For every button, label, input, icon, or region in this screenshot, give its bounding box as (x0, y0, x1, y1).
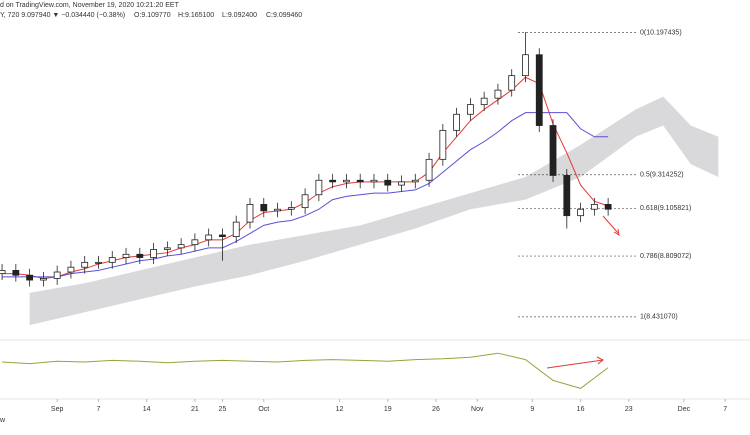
ohlc-values: O:9.109770 H:9.165100 L:9.092400 C:9.099… (134, 12, 302, 19)
candle-body (494, 89, 502, 99)
symbol-line: Y, 720 9.097940 ▼ −0.034440 (−0.38%) (0, 12, 125, 19)
candle-body (384, 179, 392, 186)
candle-body (191, 239, 199, 246)
candle-body (26, 274, 34, 281)
x-tick-label: 16 (577, 406, 585, 413)
candle-body (480, 97, 488, 106)
candle-body (398, 181, 405, 186)
candle-body (522, 54, 529, 77)
ohlc-low: L:9.092400 (222, 12, 257, 19)
candle-body (508, 75, 516, 91)
candle-body (12, 269, 20, 276)
cloud (29, 96, 719, 326)
candle-body (136, 253, 144, 258)
candle-body (577, 208, 584, 217)
oscillator-line (2, 352, 609, 389)
indicator-line (2, 112, 609, 278)
fib-label: 0.786(8.809072) (640, 253, 691, 260)
x-tick-label: Nov (471, 406, 484, 413)
ohlc-high: H:9.165100 (178, 12, 214, 19)
candle-body (590, 204, 598, 210)
candle-body (246, 204, 254, 223)
candle-body (150, 249, 157, 258)
x-tick-label: 19 (384, 406, 392, 413)
candle-body (329, 179, 337, 183)
ohlc-open: O:9.109770 (134, 12, 171, 19)
candle-body (453, 113, 461, 131)
candle-body (466, 104, 474, 115)
candle-body (177, 244, 185, 249)
candle-body (604, 204, 612, 210)
divergence-arrow (546, 359, 604, 369)
projection-arrow (602, 215, 619, 234)
logo: w (0, 417, 6, 424)
arrow-head (596, 356, 604, 365)
candle-body (219, 234, 226, 238)
x-tick-label: 14 (143, 406, 151, 413)
fib-label: 0.618(9.105821) (640, 205, 691, 212)
ohlc-close: C:9.099460 (266, 12, 302, 19)
x-tick-label: Sep (51, 406, 64, 413)
fib-label: 0(10.197435) (640, 29, 682, 36)
x-tick-label: 7 (723, 406, 727, 413)
candle-body (81, 261, 89, 268)
x-tick-label: 9 (530, 406, 534, 413)
x-tick-label: Oct (258, 406, 269, 413)
candle-body (301, 194, 309, 209)
candle-body (260, 204, 268, 212)
x-tick-label: 7 (97, 406, 101, 413)
candle-body (343, 179, 350, 183)
candle-body (535, 54, 543, 126)
candle-body (425, 158, 433, 181)
candle-body (232, 221, 240, 238)
candle-body (108, 257, 116, 263)
x-tick-label: 25 (219, 406, 227, 413)
candle-body (370, 179, 378, 183)
candle-body (122, 253, 130, 258)
x-tick-label: 21 (191, 406, 199, 413)
x-tick-label: 23 (625, 406, 633, 413)
candle-body (39, 278, 47, 281)
candle-body (0, 269, 6, 275)
candle-body (274, 208, 281, 212)
x-tick-label: Dec (678, 406, 691, 413)
candle-body (287, 207, 295, 210)
fib-label: 1(8.431070) (640, 314, 678, 321)
header-line: d on TradingView.com, November 19, 2020 … (0, 2, 180, 9)
candle-body (439, 129, 447, 160)
candle-body (95, 261, 102, 264)
arrow-head (613, 228, 620, 236)
candle-body (53, 271, 61, 279)
fib-label: 0.5(9.314252) (640, 172, 684, 179)
x-tick-label: 12 (336, 406, 344, 413)
candle-body (563, 175, 571, 217)
candle-body (356, 179, 364, 183)
candle-body (315, 179, 323, 196)
candle-body (205, 234, 213, 241)
candle-body (67, 266, 75, 273)
candle-body (549, 125, 557, 176)
candle-body (411, 179, 419, 183)
x-tick-label: 26 (432, 406, 440, 413)
candle-body (163, 247, 171, 250)
